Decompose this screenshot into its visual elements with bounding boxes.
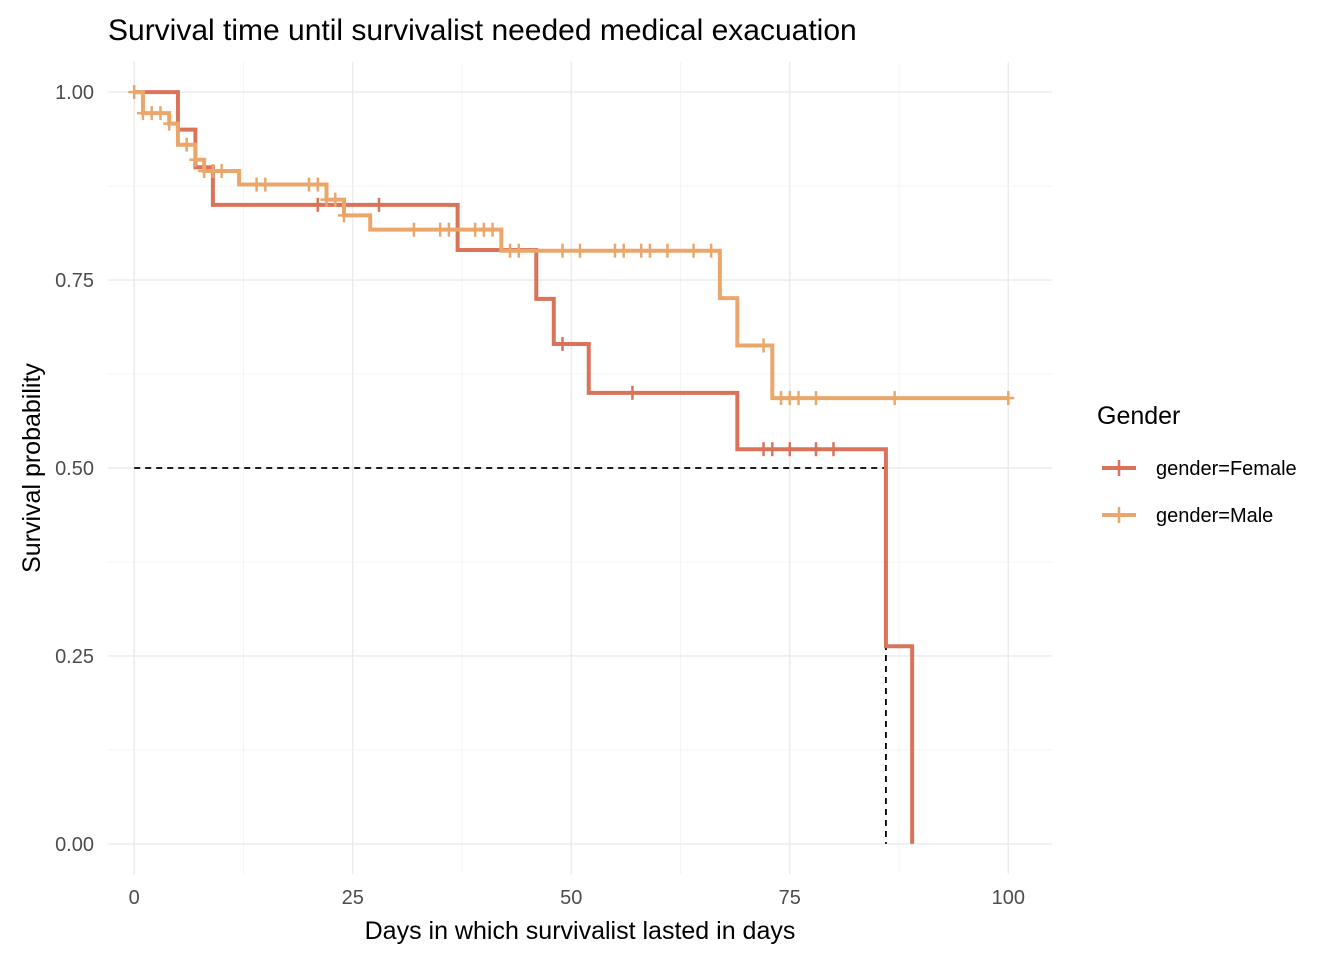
x-tick-label: 50: [560, 887, 582, 909]
legend-label: gender=Female: [1156, 458, 1297, 480]
y-tick-label: 0.50: [55, 458, 94, 480]
y-tick-label: 0.00: [55, 834, 94, 856]
legend-label: gender=Male: [1156, 505, 1273, 527]
x-tick-label: 25: [342, 887, 364, 909]
legend-title: Gender: [1097, 402, 1180, 430]
x-tick-label: 75: [779, 887, 801, 909]
y-axis-ticks: 0.00 0.25 0.50 0.75 1.00: [55, 82, 94, 856]
chart-title: Survival time until survivalist needed m…: [108, 14, 857, 47]
x-axis-title: Days in which survivalist lasted in days: [365, 917, 796, 945]
y-tick-label: 0.75: [55, 270, 94, 292]
median-reference-lines: [134, 467, 887, 844]
x-tick-label: 0: [129, 887, 140, 909]
y-tick-label: 0.25: [55, 646, 94, 668]
series-layer: [128, 85, 1015, 844]
x-axis-ticks: 0 25 50 75 100: [129, 887, 1025, 909]
legend: Gender gender=Female gender=Male: [1097, 402, 1297, 527]
y-axis-title: Survival probability: [18, 363, 46, 573]
x-tick-label: 100: [992, 887, 1025, 909]
y-tick-label: 1.00: [55, 82, 94, 104]
